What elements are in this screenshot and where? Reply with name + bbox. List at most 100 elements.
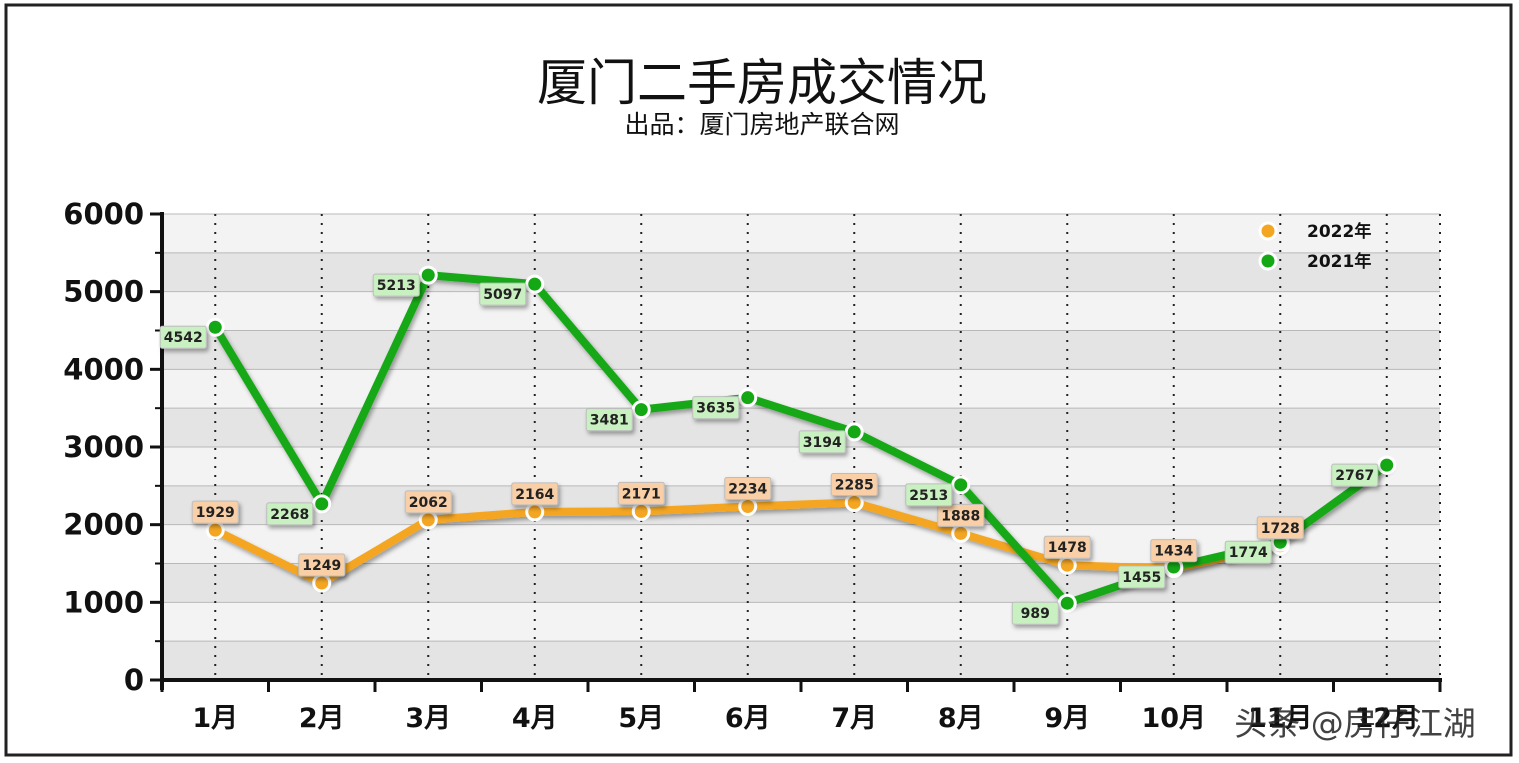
legend-swatch-marker xyxy=(1258,251,1278,271)
x-tick-label: 12月 xyxy=(1354,703,1419,734)
data-label: 2062 xyxy=(409,495,448,511)
y-tick-label: 4000 xyxy=(63,352,144,386)
data-point xyxy=(418,265,438,285)
data-label-box xyxy=(1331,463,1379,487)
data-label: 1434 xyxy=(1154,544,1193,560)
x-tick-label: 4月 xyxy=(512,703,558,734)
x-tick-label: 11月 xyxy=(1248,703,1313,734)
watermark: 头条 @房仔江湖 xyxy=(1234,704,1476,743)
data-label: 2164 xyxy=(515,487,554,503)
data-label-box xyxy=(1224,540,1272,564)
data-label: 1774 xyxy=(1229,545,1268,561)
y-tick-label: 2000 xyxy=(63,508,144,542)
data-point xyxy=(631,400,651,420)
data-label-box xyxy=(1118,565,1166,589)
x-tick-label: 10月 xyxy=(1141,703,1206,734)
data-point xyxy=(738,388,758,408)
data-label: 2268 xyxy=(270,507,309,523)
data-label: 2767 xyxy=(1335,468,1374,484)
data-label-box xyxy=(905,483,953,507)
x-tick-label: 8月 xyxy=(938,703,984,734)
plot-band xyxy=(162,369,1440,409)
data-point xyxy=(205,520,225,540)
data-label: 1728 xyxy=(1261,521,1300,537)
data-label-box xyxy=(1256,516,1304,540)
y-tick-label: 3000 xyxy=(63,430,144,464)
data-label-box xyxy=(511,482,559,506)
data-label: 1455 xyxy=(1122,570,1161,586)
data-label-box xyxy=(159,325,207,349)
plot-band xyxy=(162,641,1440,680)
data-label-box xyxy=(479,282,527,306)
data-label-box xyxy=(937,503,985,527)
y-tick-label: 0 xyxy=(124,663,144,697)
x-tick-label: 5月 xyxy=(618,703,664,734)
data-point xyxy=(312,573,332,593)
data-label: 2513 xyxy=(909,488,948,504)
data-label: 989 xyxy=(1021,606,1050,622)
data-label-box xyxy=(1150,539,1198,563)
data-label: 5213 xyxy=(377,278,416,294)
data-label: 5097 xyxy=(483,287,522,303)
data-label-box xyxy=(266,502,314,526)
plot-band xyxy=(162,602,1440,642)
plot-area: 0 1000 2000 3000 4000 5000 6000 1月 2月 3月 4月 5月 6月 7月 8… xyxy=(63,197,1442,734)
data-label: 2285 xyxy=(835,478,874,494)
data-label: 1929 xyxy=(196,505,235,521)
data-label-box xyxy=(372,273,420,297)
data-label: 3481 xyxy=(590,413,629,429)
data-point xyxy=(1057,593,1077,613)
data-label: 3194 xyxy=(803,435,842,451)
data-point xyxy=(205,317,225,337)
x-tick-label: 7月 xyxy=(831,703,877,734)
data-point xyxy=(844,493,864,513)
x-tick-label: 9月 xyxy=(1044,703,1090,734)
data-label: 2234 xyxy=(728,481,767,497)
legend: 2022年 2021年 xyxy=(1243,221,1371,272)
data-point xyxy=(525,502,545,522)
data-label-box xyxy=(1011,601,1059,625)
chart-subtitle: 出品：厦门房地产联合网 xyxy=(624,110,899,139)
data-label-box xyxy=(298,553,346,577)
plot-band xyxy=(162,563,1440,603)
data-label: 1478 xyxy=(1048,540,1087,556)
data-point xyxy=(418,510,438,530)
y-tick-label: 6000 xyxy=(63,197,144,231)
data-label-box xyxy=(404,490,452,514)
data-label-box xyxy=(191,500,239,524)
data-label-box xyxy=(798,430,846,454)
data-point xyxy=(1057,555,1077,575)
chart-title: 厦门二手房成交情况 xyxy=(537,54,987,112)
data-label-box xyxy=(724,476,772,500)
data-label-box xyxy=(617,481,665,505)
plot-band xyxy=(162,214,1440,253)
series-line-1 xyxy=(211,271,1391,608)
y-tick-label: 1000 xyxy=(63,585,144,619)
data-label-box xyxy=(692,396,740,420)
data-point xyxy=(631,501,651,521)
data-label: 1888 xyxy=(941,508,980,524)
legend-label: 2021年 xyxy=(1307,251,1371,272)
x-tick-label: 6月 xyxy=(725,703,771,734)
data-point xyxy=(1377,455,1397,475)
data-point xyxy=(738,496,758,516)
data-label-box xyxy=(1043,535,1091,559)
legend-label: 2022年 xyxy=(1307,221,1371,242)
plot-band xyxy=(162,330,1440,370)
y-tick-label: 5000 xyxy=(63,275,144,309)
plot-band xyxy=(162,447,1440,486)
plot-band xyxy=(162,291,1440,331)
data-label: 1249 xyxy=(302,558,341,574)
legend-swatch-marker xyxy=(1258,221,1278,241)
x-tick-label: 3月 xyxy=(405,703,451,734)
data-label: 4542 xyxy=(164,330,203,346)
data-label: 3635 xyxy=(696,401,735,417)
data-point xyxy=(312,494,332,514)
x-tick-label: 2月 xyxy=(299,703,345,734)
data-label-box xyxy=(830,473,878,497)
data-label: 2171 xyxy=(622,486,661,502)
x-tick-label: 1月 xyxy=(192,703,238,734)
data-point xyxy=(951,475,971,495)
data-label-box xyxy=(585,408,633,432)
